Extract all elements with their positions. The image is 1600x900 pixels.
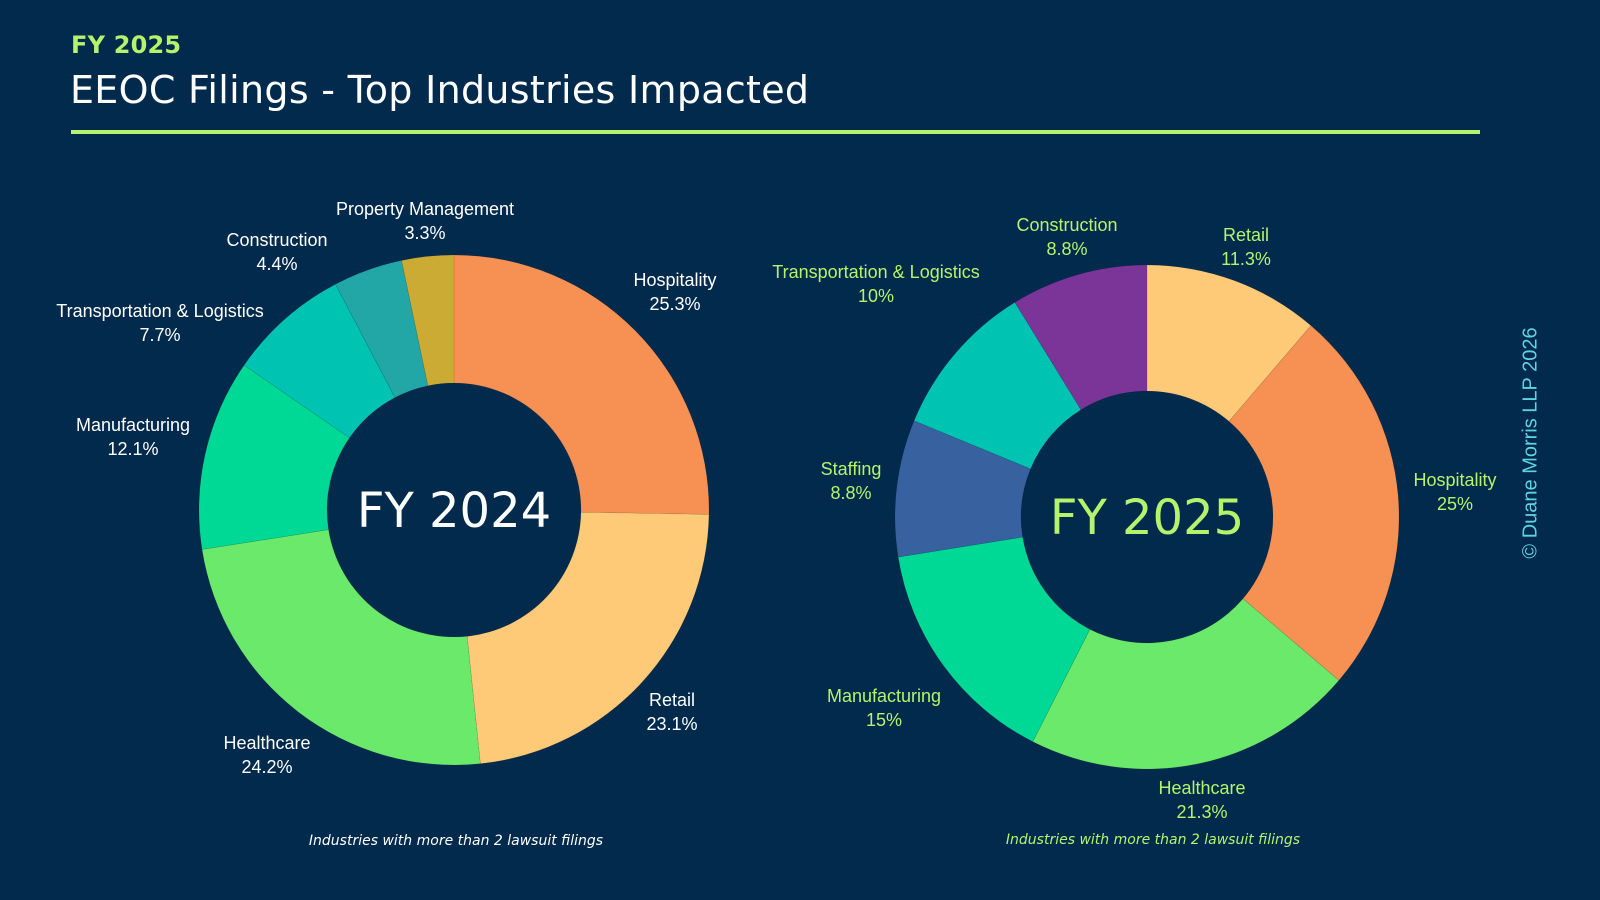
slice-label-name: Transportation & Logistics bbox=[56, 301, 263, 321]
slice-label-value: 23.1% bbox=[646, 714, 697, 734]
slice-label-property-management: Property Management 3.3% bbox=[336, 199, 514, 243]
slice-property-management bbox=[401, 254, 455, 387]
slice-healthcare bbox=[1032, 598, 1340, 770]
slice-label-name: Manufacturing bbox=[76, 415, 190, 435]
slice-transportation-and-logistics bbox=[913, 301, 1082, 470]
slice-retail bbox=[466, 511, 710, 764]
slice-label-value: 4.4% bbox=[256, 254, 297, 274]
slice-label-healthcare: Healthcare 21.3% bbox=[1158, 778, 1245, 822]
slice-label-construction: Construction 8.8% bbox=[1016, 215, 1117, 259]
slice-label-value: 12.1% bbox=[107, 439, 158, 459]
copyright-notice: © Duane Morris LLP 2026 bbox=[1519, 327, 1542, 559]
slice-label-name: Retail bbox=[649, 690, 695, 710]
slice-label-manufacturing: Manufacturing 15% bbox=[827, 686, 941, 730]
slice-label-construction: Construction 4.4% bbox=[226, 230, 327, 274]
slice-label-value: 3.3% bbox=[404, 223, 445, 243]
donut-chart-fy2024: Hospitality 25.3% Retail 23.1% Healthcare 24.… bbox=[56, 199, 716, 849]
slice-label-value: 8.8% bbox=[830, 483, 871, 503]
slice-hospitality bbox=[453, 254, 710, 515]
slice-label-hospitality: Hospitality 25% bbox=[1413, 470, 1496, 514]
slice-manufacturing bbox=[897, 536, 1091, 743]
slice-construction bbox=[1014, 264, 1148, 411]
slice-transportation-and-logistics bbox=[243, 283, 396, 439]
page-title: EEOC Filings - Top Industries Impacted bbox=[70, 68, 810, 112]
slice-manufacturing bbox=[198, 364, 350, 550]
slice-label-value: 15% bbox=[866, 710, 902, 730]
slice-label-healthcare: Healthcare 24.2% bbox=[223, 733, 310, 777]
slice-healthcare bbox=[201, 529, 481, 766]
slice-retail bbox=[1146, 264, 1312, 422]
slice-label-value: 21.3% bbox=[1176, 802, 1227, 822]
slice-label-name: Staffing bbox=[821, 459, 882, 479]
slice-label-name: Transportation & Logistics bbox=[772, 262, 979, 282]
slice-label-value: 25% bbox=[1437, 494, 1473, 514]
slice-hospitality bbox=[1228, 325, 1400, 681]
slice-label-staffing: Staffing 8.8% bbox=[821, 459, 882, 503]
slice-label-retail: Retail 23.1% bbox=[646, 690, 697, 734]
slice-label-transportation-and-logistics: Transportation & Logistics 7.7% bbox=[56, 301, 263, 345]
slice-label-name: Hospitality bbox=[1413, 470, 1496, 490]
slice-label-manufacturing: Manufacturing 12.1% bbox=[76, 415, 190, 459]
chart-footnote: Industries with more than 2 lawsuit fili… bbox=[309, 833, 603, 849]
slice-label-value: 7.7% bbox=[139, 325, 180, 345]
slice-staffing bbox=[894, 420, 1031, 558]
slice-label-value: 24.2% bbox=[241, 757, 292, 777]
slice-label-value: 11.3% bbox=[1221, 249, 1271, 269]
slice-label-name: Property Management bbox=[336, 199, 514, 219]
donut-chart-fy2025: Retail 11.3% Hospitality 25% Healthcare 21.3%… bbox=[772, 215, 1496, 848]
slice-label-name: Retail bbox=[1223, 225, 1269, 245]
slice-label-name: Hospitality bbox=[633, 270, 716, 290]
donut-center-label: FY 2024 bbox=[357, 483, 551, 539]
slice-label-value: 25.3% bbox=[649, 294, 700, 314]
title-divider bbox=[71, 130, 1480, 134]
slice-label-value: 8.8% bbox=[1046, 239, 1087, 259]
donut-center-label: FY 2025 bbox=[1050, 490, 1244, 546]
slice-label-name: Healthcare bbox=[223, 733, 310, 753]
eyebrow-label: FY 2025 bbox=[71, 31, 182, 59]
slice-label-retail: Retail 11.3% bbox=[1221, 225, 1271, 269]
slice-label-hospitality: Hospitality 25.3% bbox=[633, 270, 716, 314]
slice-label-name: Construction bbox=[226, 230, 327, 250]
slice-label-name: Healthcare bbox=[1158, 778, 1245, 798]
slice-label-transportation-and-logistics: Transportation & Logistics 10% bbox=[772, 262, 979, 306]
chart-footnote: Industries with more than 2 lawsuit fili… bbox=[1006, 832, 1300, 848]
slice-label-name: Construction bbox=[1016, 215, 1117, 235]
slice-label-name: Manufacturing bbox=[827, 686, 941, 706]
slice-label-value: 10% bbox=[858, 286, 894, 306]
